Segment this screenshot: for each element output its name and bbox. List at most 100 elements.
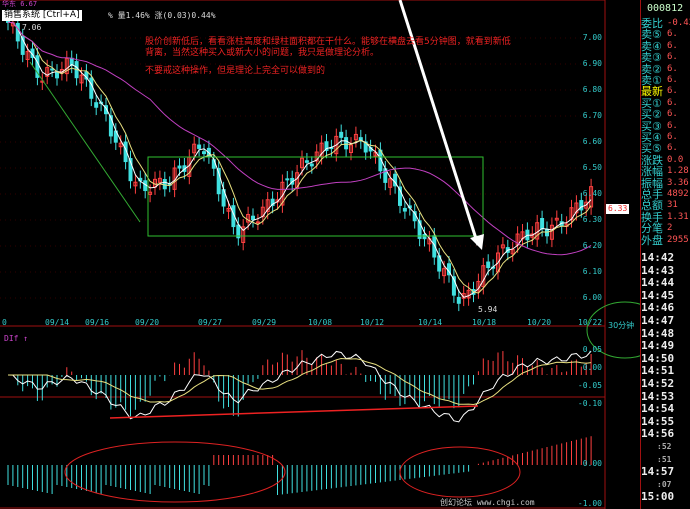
quote-row: 总手 4892 bbox=[641, 188, 690, 201]
highlight-circle bbox=[586, 301, 640, 359]
candle bbox=[197, 144, 202, 149]
quote-row: 振幅 3.36 bbox=[641, 177, 690, 189]
candle bbox=[510, 249, 515, 255]
quote-label: 卖① bbox=[641, 74, 662, 87]
quote-value: 3.36 bbox=[667, 177, 689, 188]
quote-panel: 000812 委比-0.43卖⑤6.卖④6.卖③6.卖②6.卖①6.最新6.买①… bbox=[640, 0, 690, 509]
candle bbox=[255, 221, 260, 224]
quote-row: 外盘 2955 bbox=[641, 233, 690, 247]
candle bbox=[177, 165, 182, 169]
price-axis-label: 6.80 bbox=[582, 85, 602, 94]
price-axis-label: 6.40 bbox=[582, 189, 602, 198]
tick-time: 14:42 bbox=[641, 251, 675, 264]
candle bbox=[89, 77, 94, 99]
candle bbox=[94, 102, 99, 108]
candle bbox=[540, 217, 545, 230]
candle bbox=[251, 215, 255, 221]
quote-label: 买② bbox=[641, 108, 662, 122]
quote-value: 6. bbox=[667, 29, 678, 40]
candle bbox=[236, 224, 241, 239]
candle bbox=[574, 202, 579, 214]
arrow-head bbox=[470, 234, 484, 250]
date-label: 09/27 bbox=[198, 318, 223, 327]
ma-line-long bbox=[7, 21, 592, 256]
quote-row: 卖② 6. bbox=[641, 62, 690, 76]
quote-value: 6. bbox=[667, 120, 678, 131]
candle bbox=[398, 186, 402, 206]
candle bbox=[422, 234, 427, 240]
candle bbox=[549, 224, 554, 240]
tick-time: :52 bbox=[657, 442, 672, 451]
candle bbox=[300, 157, 304, 169]
chart-grid bbox=[0, 0, 606, 509]
arrow-line bbox=[398, 0, 480, 246]
price-axis-label: 6.10 bbox=[582, 267, 602, 276]
lower-axis-label: -1.00 bbox=[577, 499, 602, 508]
quote-row: 买④ 6. bbox=[641, 132, 690, 144]
quote-label: 卖⑤ bbox=[641, 28, 662, 42]
candle bbox=[133, 181, 138, 187]
divergence-line bbox=[109, 405, 479, 419]
candle bbox=[334, 135, 339, 155]
candle bbox=[25, 51, 30, 60]
date-label: 10/08 bbox=[308, 318, 333, 327]
tooltip: 销售系统 [Ctrl+A] bbox=[2, 10, 82, 21]
quote-label: 卖④ bbox=[641, 39, 662, 53]
quote-label: 卖③ bbox=[641, 51, 662, 65]
stock-code: 000812 bbox=[647, 3, 684, 14]
quote-label: 分笔 bbox=[641, 222, 663, 236]
tick-time: 14:53 bbox=[641, 389, 675, 403]
date-label: 10/12 bbox=[360, 318, 385, 327]
quote-value: 6. bbox=[667, 75, 678, 85]
candle bbox=[35, 55, 40, 78]
quote-label: 总手 bbox=[641, 188, 663, 201]
tick-time: 14:43 bbox=[641, 263, 675, 277]
candle bbox=[554, 217, 559, 221]
quote-row: 买⑤ 6. bbox=[641, 142, 690, 156]
quote-row: 买③ 6. bbox=[641, 120, 690, 132]
price-axis-label: 6.00 bbox=[582, 293, 602, 302]
dif-line bbox=[7, 350, 592, 423]
tick-time: :07 bbox=[657, 479, 672, 489]
stock-chart[interactable] bbox=[0, 0, 640, 509]
tick-time: 14:45 bbox=[641, 288, 675, 302]
candle bbox=[265, 199, 270, 212]
quote-label: 最新 bbox=[641, 85, 663, 99]
candle bbox=[339, 131, 344, 138]
price-axis-label: 6.60 bbox=[582, 137, 602, 146]
candle bbox=[466, 289, 471, 299]
dea-line bbox=[8, 358, 592, 405]
candle bbox=[128, 158, 133, 182]
current-price-tag: 6.33 bbox=[606, 204, 630, 214]
quote-value: 6. bbox=[667, 97, 678, 108]
date-label: 09/14 bbox=[45, 318, 70, 327]
annotation-line1: 股价创新低后，看看涨柱高度和绿柱面积都在干什么。能够在横盘去看5分钟图，就看到新… bbox=[145, 37, 511, 47]
tick-time: 14:47 bbox=[641, 314, 675, 327]
candle bbox=[442, 268, 447, 277]
quote-value: 2955 bbox=[667, 234, 689, 245]
quote-label: 总额 bbox=[641, 199, 663, 213]
quote-label: 卖② bbox=[641, 62, 662, 76]
ma-line-mid bbox=[7, 21, 592, 294]
candle bbox=[486, 261, 491, 269]
candle bbox=[500, 244, 505, 249]
candle bbox=[157, 177, 162, 183]
quote-label: 换手 bbox=[641, 210, 663, 224]
lower-axis-label: 0.00 bbox=[582, 459, 602, 468]
candle bbox=[50, 68, 55, 71]
ma-line-short bbox=[7, 21, 592, 298]
candle bbox=[393, 173, 398, 187]
macd-axis-label: 0.00 bbox=[582, 363, 602, 372]
quote-value: 4892 bbox=[667, 189, 689, 199]
quote-value: 6. bbox=[667, 86, 678, 97]
quote-label: 买⑤ bbox=[641, 142, 662, 156]
candle bbox=[45, 67, 50, 77]
quote-row: 最新 6. bbox=[641, 85, 690, 99]
lower-panel bbox=[7, 436, 592, 495]
candle bbox=[241, 226, 246, 243]
quote-label: 外盘 bbox=[641, 233, 663, 247]
candle bbox=[402, 207, 407, 212]
candle bbox=[344, 137, 349, 150]
quote-label: 委比 bbox=[641, 17, 663, 30]
period-label[interactable]: 30分钟 bbox=[608, 321, 635, 330]
